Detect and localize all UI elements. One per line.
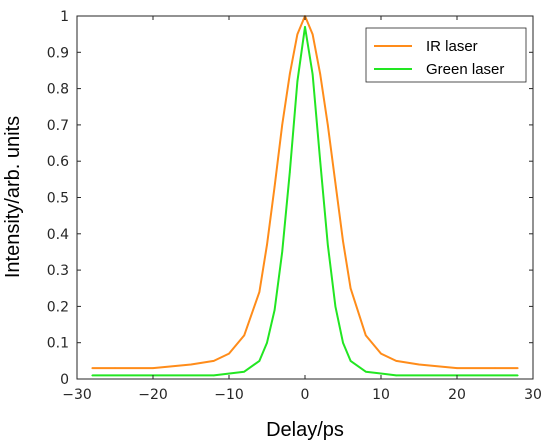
data-point-ir-laser: [349, 287, 352, 290]
y-tick-label: 0.3: [47, 263, 69, 279]
data-point-green-laser: [289, 171, 291, 173]
x-tick-label: −30: [62, 387, 92, 403]
data-point-ir-laser: [494, 367, 496, 369]
data-point-green-laser: [281, 251, 284, 253]
data-point-green-laser: [304, 26, 306, 28]
data-point-ir-laser: [517, 367, 519, 369]
data-point-ir-laser: [289, 73, 291, 75]
data-point-ir-laser: [380, 352, 382, 355]
ticks-layer: [76, 15, 534, 380]
data-point-green-laser: [365, 370, 367, 373]
data-point-green-laser: [258, 360, 261, 362]
y-tick-label: 0.6: [47, 154, 69, 170]
data-point-green-laser: [395, 374, 398, 377]
data-point-ir-laser: [319, 73, 322, 75]
y-tick-label: 0.4: [47, 227, 69, 243]
y-tick-label: 0.7: [47, 118, 69, 134]
legend-box: [365, 27, 527, 83]
data-point-ir-laser: [296, 33, 299, 35]
data-point-ir-laser: [228, 352, 230, 355]
legend-label-ir-laser: IR laser: [426, 38, 478, 55]
legend-label-green-laser: Green laser: [426, 61, 504, 78]
data-point-ir-laser: [91, 367, 93, 369]
data-point-green-laser: [273, 309, 276, 311]
data-point-ir-laser: [327, 124, 329, 126]
data-point-green-laser: [517, 374, 519, 377]
y-tick-label: 0.9: [47, 45, 69, 61]
x-tick-label: −10: [214, 387, 244, 403]
data-point-ir-laser: [456, 367, 458, 369]
data-point-ir-laser: [334, 182, 337, 184]
x-tick-label: 10: [372, 387, 390, 403]
data-point-green-laser: [243, 370, 245, 373]
data-point-ir-laser: [273, 185, 276, 188]
y-tick-label: 1: [60, 9, 69, 25]
data-point-green-laser: [342, 341, 344, 344]
tick-labels-layer: −30 −20 −10 0 10 20 30 0 0.1 0.2 0.3 0.4 0.5 0.6 0.7 0.…: [47, 9, 542, 403]
y-tick-label: 0.2: [47, 299, 69, 315]
data-point-ir-laser: [152, 367, 154, 369]
y-tick-label: 0.1: [47, 336, 69, 352]
data-point-ir-laser: [114, 367, 116, 369]
data-point-ir-laser: [258, 291, 261, 293]
data-point-green-laser: [91, 374, 93, 377]
data-point-green-laser: [319, 160, 322, 162]
x-tick-label: −20: [138, 387, 168, 403]
data-point-green-laser: [266, 341, 268, 344]
data-point-green-laser: [213, 374, 215, 377]
y-tick-label: 0.5: [47, 191, 69, 207]
x-tick-label: 30: [524, 387, 542, 403]
x-axis-title: Delay/ps: [266, 419, 344, 441]
data-point-ir-laser: [311, 33, 314, 35]
y-tick-label: 0: [60, 372, 69, 388]
data-point-ir-laser: [190, 363, 192, 366]
data-point-ir-laser: [281, 124, 284, 126]
data-point-ir-laser: [342, 240, 344, 242]
data-point-green-laser: [327, 243, 329, 246]
data-point-ir-laser: [243, 334, 245, 337]
x-tick-label: 20: [448, 387, 466, 403]
y-axis-title: Intensity/arb. units: [2, 116, 24, 278]
legend: IR laser Green laser: [365, 27, 527, 83]
data-point-ir-laser: [365, 334, 367, 337]
data-point-green-laser: [311, 73, 314, 75]
data-point-ir-laser: [213, 360, 215, 362]
data-point-green-laser: [334, 305, 337, 308]
data-point-ir-laser: [418, 363, 420, 366]
data-point-ir-laser: [395, 360, 398, 362]
y-tick-label: 0.8: [47, 82, 69, 98]
x-tick-label: 0: [301, 387, 310, 403]
data-point-ir-laser: [266, 243, 268, 246]
data-point-green-laser: [349, 360, 352, 362]
data-point-green-laser: [296, 80, 299, 83]
